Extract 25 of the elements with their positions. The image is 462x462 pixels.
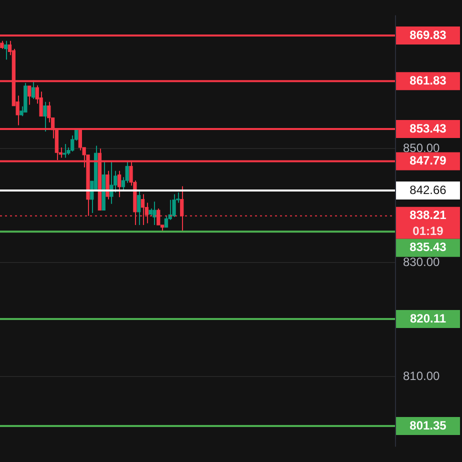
- candlestick: [152, 201, 156, 226]
- ref-line-label: 835.43: [410, 240, 447, 254]
- text: 01:19: [412, 224, 444, 238]
- ref-line-label: 847.79: [410, 154, 447, 168]
- y-tick-label: 850.00: [403, 140, 440, 155]
- ref-line-label: 820.11: [410, 311, 446, 326]
- ref-line-label: 801.35: [410, 418, 447, 432]
- ref-line-label: 853.43: [410, 121, 447, 136]
- ref-line-label: 838.21: [410, 208, 447, 222]
- y-tick-label: 810.00: [403, 368, 440, 383]
- candlestick: [106, 170, 110, 200]
- ref-line-label: 861.83: [410, 73, 447, 88]
- candlestick: [164, 215, 168, 228]
- candlestick: [117, 170, 122, 198]
- candlestick: [62, 144, 66, 158]
- ref-line-label: 869.83: [410, 28, 447, 42]
- candlestick: [28, 85, 32, 106]
- candlestick: [31, 80, 36, 100]
- candlestick: [4, 40, 8, 60]
- ref-line-label: 842.66: [410, 182, 447, 197]
- candlestick: [43, 101, 47, 132]
- candlestick: [110, 161, 114, 204]
- y-tick-label: 830.00: [403, 254, 440, 269]
- candlestick: [137, 190, 141, 226]
- candlestick: [172, 194, 176, 218]
